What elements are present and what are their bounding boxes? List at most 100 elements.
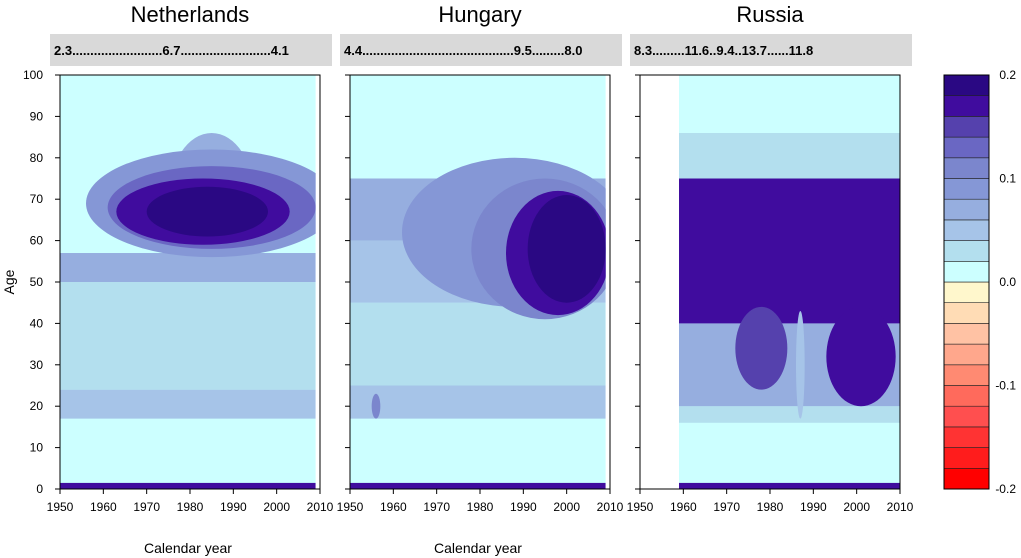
colorbar-swatch bbox=[943, 343, 990, 366]
heatmap-band bbox=[679, 422, 900, 483]
heatmap-band bbox=[60, 418, 316, 483]
x-axis-label: Calendar year bbox=[144, 540, 232, 556]
y-tick-label: 100 bbox=[23, 68, 43, 82]
heatmap-blob bbox=[527, 195, 606, 303]
heatmap-band bbox=[350, 385, 606, 419]
panel-title: Russia bbox=[736, 2, 804, 27]
colorbar-swatch bbox=[943, 198, 990, 221]
strip-background bbox=[50, 34, 332, 66]
heatmap-blob bbox=[371, 393, 381, 419]
x-tick-label: 1960 bbox=[380, 500, 407, 514]
x-tick-label: 1980 bbox=[467, 500, 494, 514]
colorbar-tick-label: 0.1 bbox=[999, 172, 1016, 186]
x-tick-label: 2010 bbox=[307, 500, 334, 514]
colorbar-swatch bbox=[943, 447, 990, 469]
x-tick-label: 1990 bbox=[800, 500, 827, 514]
x-tick-label: 1980 bbox=[177, 500, 204, 514]
heatmap-band bbox=[679, 132, 900, 179]
heatmap-band bbox=[679, 406, 900, 423]
y-tick-label: 40 bbox=[30, 316, 44, 330]
y-tick-label: 30 bbox=[30, 358, 44, 372]
x-tick-label: 1950 bbox=[627, 500, 654, 514]
heatmap-band bbox=[60, 75, 316, 125]
heatmap-blob bbox=[826, 306, 896, 407]
colorbar-tick-label: 0.2 bbox=[999, 68, 1016, 82]
heatmap-band bbox=[679, 178, 900, 324]
x-tick-label: 2010 bbox=[597, 500, 624, 514]
strip-label: 4.4.....................................… bbox=[344, 43, 582, 58]
y-tick-label: 10 bbox=[30, 441, 44, 455]
x-tick-label: 2000 bbox=[553, 500, 580, 514]
colorbar-swatch bbox=[943, 178, 990, 200]
heatmap-area bbox=[60, 75, 316, 489]
colorbar-swatch bbox=[943, 364, 990, 386]
heatmap-band bbox=[679, 482, 900, 489]
colorbar-tick-label: -0.2 bbox=[995, 482, 1016, 496]
panel-russia: Russia 8.3.........11.6..9.4..13.7......1… bbox=[627, 2, 914, 514]
strip-label: 8.3.........11.6..9.4..13.7......11.8 bbox=[634, 43, 813, 58]
colorbar-swatch bbox=[943, 323, 990, 345]
colorbar-swatch bbox=[943, 95, 990, 117]
colorbar-swatch bbox=[943, 240, 990, 262]
x-tick-label: 1950 bbox=[337, 500, 364, 514]
x-tick-label: 2000 bbox=[263, 500, 290, 514]
heatmap-blob bbox=[735, 306, 788, 390]
colorbar-swatch bbox=[943, 467, 990, 490]
colorbar-swatch bbox=[943, 281, 990, 304]
x-tick-label: 2000 bbox=[843, 500, 870, 514]
colorbar-swatch bbox=[943, 74, 990, 97]
colorbar-swatch bbox=[943, 385, 990, 407]
y-tick-label: 90 bbox=[30, 109, 44, 123]
strip-background bbox=[630, 34, 912, 66]
heatmap-blob bbox=[146, 186, 268, 237]
y-tick-label: 20 bbox=[30, 399, 44, 413]
heatmap-band bbox=[679, 75, 900, 133]
heatmap-area bbox=[350, 75, 606, 489]
x-tick-label: 2010 bbox=[887, 500, 914, 514]
y-tick-label: 80 bbox=[30, 151, 44, 165]
heatmap-band bbox=[350, 418, 606, 483]
heatmap-band bbox=[350, 482, 606, 489]
strip-label: 2.3.........................6.7.........… bbox=[54, 43, 289, 58]
colorbar-frame bbox=[943, 74, 990, 490]
y-tick-label: 0 bbox=[36, 482, 43, 496]
x-tick-label: 1990 bbox=[220, 500, 247, 514]
x-tick-label: 1960 bbox=[90, 500, 117, 514]
heatmap-band bbox=[60, 282, 316, 390]
colorbar-swatch bbox=[943, 260, 990, 283]
x-tick-label: 1950 bbox=[47, 500, 74, 514]
heatmap-band bbox=[60, 253, 316, 282]
panels: Netherlands 2.3.........................6… bbox=[23, 2, 914, 556]
x-axis-label: Calendar year bbox=[434, 540, 522, 556]
x-tick-label: 1960 bbox=[670, 500, 697, 514]
colorbar-swatch bbox=[943, 157, 990, 179]
x-tick-label: 1990 bbox=[510, 500, 537, 514]
panel-hungary: Hungary 4.4..............................… bbox=[337, 2, 624, 556]
heatmap-band bbox=[60, 482, 316, 489]
panel-title: Hungary bbox=[438, 2, 521, 27]
y-tick-label: 70 bbox=[30, 192, 44, 206]
colorbar-tick-label: -0.1 bbox=[995, 379, 1016, 393]
panel-title: Netherlands bbox=[131, 2, 250, 27]
colorbar-swatch bbox=[943, 219, 990, 241]
heatmap-band bbox=[60, 389, 316, 419]
heatmap-blob bbox=[796, 310, 805, 419]
colorbar-swatch bbox=[943, 136, 990, 159]
colorbar-swatch bbox=[943, 405, 990, 428]
panel-netherlands: Netherlands 2.3.........................6… bbox=[23, 2, 334, 556]
colorbar-tick-label: 0.0 bbox=[999, 275, 1016, 289]
colorbar-swatch bbox=[943, 116, 990, 138]
y-tick-label: 60 bbox=[30, 234, 44, 248]
y-axis-label: Age bbox=[1, 269, 17, 294]
x-tick-label: 1970 bbox=[133, 500, 160, 514]
heatmap-area bbox=[679, 75, 900, 489]
colorbar: 0.2 0.1 0.0 -0.1 -0.2 bbox=[943, 68, 1016, 496]
x-tick-label: 1980 bbox=[757, 500, 784, 514]
colorbar-swatch bbox=[943, 302, 990, 324]
x-tick-label: 1970 bbox=[423, 500, 450, 514]
x-tick-label: 1970 bbox=[713, 500, 740, 514]
strip-background bbox=[340, 34, 622, 66]
colorbar-swatch bbox=[943, 426, 990, 448]
heatmap-band bbox=[350, 75, 606, 133]
